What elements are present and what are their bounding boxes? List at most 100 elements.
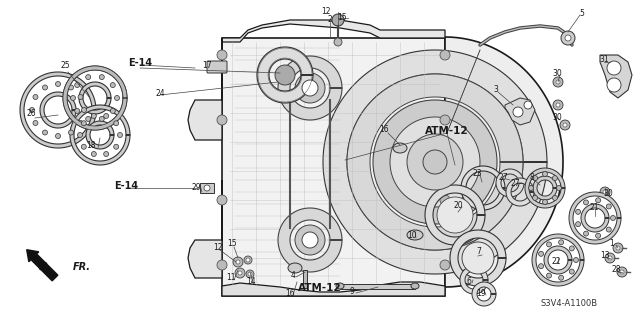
Text: 27: 27 (510, 180, 520, 189)
Circle shape (620, 270, 624, 274)
Circle shape (110, 108, 115, 114)
Bar (340, 284, 415, 289)
Polygon shape (323, 50, 547, 274)
Circle shape (524, 101, 532, 109)
Ellipse shape (393, 143, 407, 153)
Text: ATM-12: ATM-12 (425, 126, 469, 136)
Text: 24: 24 (155, 88, 165, 98)
Ellipse shape (288, 263, 302, 273)
Circle shape (81, 108, 86, 113)
Polygon shape (461, 166, 505, 210)
Text: 30: 30 (603, 189, 613, 197)
Circle shape (302, 80, 318, 96)
Text: 29: 29 (191, 183, 201, 192)
Circle shape (573, 257, 579, 263)
Circle shape (217, 260, 227, 270)
Polygon shape (472, 282, 496, 306)
Circle shape (99, 116, 104, 122)
Polygon shape (525, 168, 565, 208)
Text: 31: 31 (599, 56, 609, 64)
Circle shape (570, 269, 574, 274)
Circle shape (547, 273, 552, 278)
Circle shape (99, 75, 104, 79)
Circle shape (238, 271, 242, 275)
Circle shape (390, 117, 480, 207)
Circle shape (70, 95, 76, 100)
Circle shape (539, 251, 543, 256)
Text: 19: 19 (476, 288, 486, 298)
Text: 11: 11 (227, 273, 236, 283)
Polygon shape (20, 72, 96, 148)
Circle shape (603, 190, 607, 194)
Circle shape (532, 175, 538, 181)
Polygon shape (188, 38, 222, 140)
Text: 26: 26 (26, 108, 36, 117)
Text: 6: 6 (467, 277, 472, 286)
Circle shape (560, 120, 570, 130)
Circle shape (104, 114, 109, 118)
Text: 28: 28 (611, 265, 621, 275)
Text: 12: 12 (321, 6, 331, 16)
Text: 5: 5 (580, 9, 584, 18)
Circle shape (611, 216, 616, 220)
Circle shape (217, 50, 227, 60)
Circle shape (246, 270, 254, 278)
Text: 18: 18 (86, 142, 96, 151)
Text: 4: 4 (291, 271, 296, 279)
Circle shape (81, 121, 86, 126)
Text: 15: 15 (227, 239, 237, 248)
Circle shape (244, 256, 252, 264)
Circle shape (561, 31, 575, 45)
Text: 16: 16 (285, 288, 295, 298)
Text: 1: 1 (610, 239, 614, 248)
Circle shape (575, 222, 580, 227)
Circle shape (104, 152, 109, 157)
Circle shape (248, 272, 252, 276)
Text: 22: 22 (551, 256, 561, 265)
Polygon shape (460, 266, 488, 294)
Circle shape (462, 242, 494, 274)
Text: 23: 23 (472, 168, 482, 177)
Circle shape (407, 134, 463, 190)
Text: FR.: FR. (73, 262, 91, 272)
Circle shape (532, 196, 538, 200)
Text: 10: 10 (407, 232, 417, 241)
Circle shape (423, 150, 447, 174)
Circle shape (529, 186, 534, 190)
Circle shape (42, 130, 47, 135)
Polygon shape (222, 20, 445, 42)
Text: 9: 9 (349, 286, 355, 295)
Polygon shape (532, 234, 584, 286)
Circle shape (246, 258, 250, 262)
Polygon shape (278, 208, 342, 272)
Circle shape (606, 227, 611, 232)
Text: 12: 12 (213, 243, 223, 253)
Circle shape (553, 77, 563, 87)
Circle shape (78, 94, 83, 100)
Polygon shape (600, 55, 632, 98)
Text: 27: 27 (498, 173, 508, 182)
Circle shape (440, 50, 450, 60)
Circle shape (275, 65, 295, 85)
Circle shape (118, 132, 122, 137)
Circle shape (217, 195, 227, 205)
Circle shape (616, 246, 620, 250)
Circle shape (295, 225, 325, 255)
Text: E-14: E-14 (114, 181, 138, 191)
Circle shape (75, 108, 80, 114)
FancyArrow shape (27, 250, 58, 281)
Text: 8: 8 (530, 174, 534, 182)
Text: 20: 20 (453, 201, 463, 210)
Circle shape (617, 267, 627, 277)
Circle shape (539, 264, 543, 269)
Polygon shape (445, 37, 563, 287)
Circle shape (77, 132, 83, 137)
Circle shape (235, 268, 245, 278)
Text: 2: 2 (328, 16, 332, 25)
Circle shape (440, 195, 450, 205)
Ellipse shape (336, 283, 344, 289)
Circle shape (584, 200, 589, 205)
Circle shape (334, 38, 342, 46)
Polygon shape (257, 47, 313, 103)
Circle shape (596, 198, 600, 203)
